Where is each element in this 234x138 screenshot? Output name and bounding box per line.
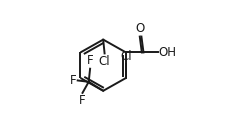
- Text: F: F: [70, 74, 77, 87]
- Text: O: O: [136, 22, 145, 35]
- Text: OH: OH: [158, 46, 176, 59]
- Text: F: F: [79, 94, 86, 107]
- Text: Cl: Cl: [120, 50, 132, 63]
- Text: F: F: [87, 54, 93, 67]
- Text: Cl: Cl: [99, 55, 110, 68]
